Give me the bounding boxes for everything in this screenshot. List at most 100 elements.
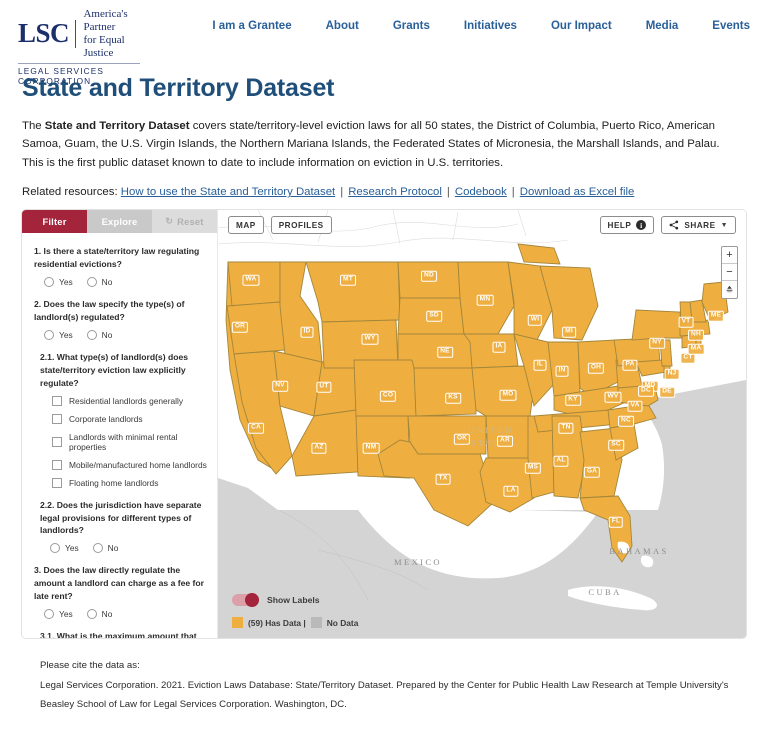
profiles-view-button[interactable]: PROFILES <box>270 216 332 235</box>
option-label: Yes <box>65 543 79 554</box>
question-1-yes[interactable]: Yes <box>44 277 73 288</box>
question-1-no[interactable]: No <box>86 277 113 288</box>
chevron-down-icon: ▼ <box>720 221 728 229</box>
nav-item-our-impact[interactable]: Our Impact <box>550 20 612 32</box>
lsc-logo[interactable]: LSC America's Partner for Equal Justice … <box>18 8 141 86</box>
nav-item-events[interactable]: Events <box>712 20 750 32</box>
citation-block: Please cite the data as: Legal Services … <box>0 638 768 714</box>
question-1-options: Yes No <box>34 277 207 288</box>
question-2-no[interactable]: No <box>86 329 113 340</box>
nav-item-media[interactable]: Media <box>645 20 679 32</box>
checkbox-icon[interactable] <box>52 436 62 447</box>
question-2-1-text: 2.1. What type(s) of landlord(s) does st… <box>40 351 189 388</box>
zoom-in-button[interactable]: + <box>722 247 737 265</box>
map-area[interactable]: UNITED STATES MEXICO BAHAMAS CUBA WA OR ID… <box>218 210 746 639</box>
share-button[interactable]: SHARE ▼ <box>661 216 736 235</box>
question-2-2-text: 2.2. Does the jurisdiction have separate… <box>40 499 202 536</box>
nav-item-initiatives[interactable]: Initiatives <box>463 20 517 32</box>
intro-paragraph: The State and Territory Dataset covers s… <box>0 103 768 172</box>
question-2: 2. Does the law specify the type(s) of l… <box>34 298 207 340</box>
radio-icon[interactable] <box>50 543 60 554</box>
question-2-yes[interactable]: Yes <box>44 329 73 340</box>
help-button[interactable]: HELP i <box>599 216 655 235</box>
map-view-button[interactable]: MAP <box>228 216 264 235</box>
map-canvas[interactable] <box>218 210 746 639</box>
sep-3: | <box>511 186 515 199</box>
sep-1: | <box>340 186 344 199</box>
tab-reset[interactable]: ↻ Reset <box>152 210 217 234</box>
radio-icon[interactable] <box>86 329 97 340</box>
option-label: Yes <box>59 608 73 619</box>
checkbox-floating-home-landlords[interactable]: Floating home landlords <box>40 477 207 488</box>
question-2-2-no[interactable]: No <box>92 543 119 554</box>
option-label: No <box>101 277 113 288</box>
help-label: HELP <box>607 220 632 230</box>
radio-icon[interactable] <box>44 277 54 288</box>
radio-icon[interactable] <box>92 543 103 554</box>
checkbox-mobile-home-landlords[interactable]: Mobile/manufactured home landlords <box>40 459 207 470</box>
checkbox-residential-landlords[interactable]: Residential landlords generally <box>40 395 207 406</box>
question-3-yes[interactable]: Yes <box>44 608 73 619</box>
checkbox-corporate-landlords[interactable]: Corporate landlords <box>40 413 207 424</box>
intro-bold: State and Territory Dataset <box>44 120 190 132</box>
link-codebook[interactable]: Codebook <box>454 186 507 199</box>
radio-icon[interactable] <box>44 329 54 340</box>
share-label: SHARE <box>684 220 716 230</box>
option-label: No <box>107 543 119 554</box>
legend-no-data-label: No Data <box>326 617 359 628</box>
sep-2: | <box>446 186 450 199</box>
filter-tabbar: Filter Explore ↻ Reset <box>22 210 217 234</box>
question-2-2-yes[interactable]: Yes <box>50 543 79 554</box>
checkbox-minimal-rental-properties[interactable]: Landlords with minimal rental properties <box>40 432 207 452</box>
question-3-options: Yes No <box>34 608 207 619</box>
logo-tagline: America's Partner for Equal Justice <box>83 8 140 60</box>
home-extent-button[interactable] <box>722 281 737 298</box>
checkbox-icon[interactable] <box>52 413 62 424</box>
nav-item-about[interactable]: About <box>325 20 359 32</box>
link-research-protocol[interactable]: Research Protocol <box>348 186 442 199</box>
checkbox-icon[interactable] <box>52 459 62 470</box>
radio-icon[interactable] <box>44 608 54 619</box>
checkbox-label: Mobile/manufactured home landlords <box>69 459 207 470</box>
zoom-controls: + − <box>721 246 738 300</box>
map-view-label: MAP <box>236 220 256 230</box>
checkbox-icon[interactable] <box>52 477 62 488</box>
logo-divider <box>75 19 77 48</box>
related-label: Related resources: <box>22 186 118 199</box>
share-icon <box>670 220 679 230</box>
logo-subtitle: LEGAL SERVICES CORPORATION <box>18 65 104 86</box>
zoom-out-button[interactable]: − <box>722 264 737 282</box>
question-3: 3. Does the law directly regulate the am… <box>34 564 207 619</box>
profiles-view-label: PROFILES <box>278 220 324 230</box>
citation-intro: Please cite the data as: <box>40 660 140 672</box>
question-1: 1. Is there a state/territory law regula… <box>34 245 207 288</box>
tab-filter[interactable]: Filter <box>22 210 87 234</box>
info-icon: i <box>636 220 647 231</box>
toggle-knob <box>245 593 259 608</box>
link-how-to-use[interactable]: How to use the State and Territory Datas… <box>120 186 336 199</box>
map-svg <box>218 210 746 639</box>
map-legend: Show Labels (59) Has Data | No Data <box>232 593 359 629</box>
related-resources: Related resources: How to use the State … <box>0 172 768 198</box>
tab-reset-label: Reset <box>177 216 204 228</box>
checkbox-icon[interactable] <box>52 395 62 406</box>
link-download-excel[interactable]: Download as Excel file <box>519 186 635 199</box>
tab-explore[interactable]: Explore <box>87 210 152 234</box>
option-label: No <box>101 608 113 619</box>
option-label: No <box>101 329 113 340</box>
question-2-options: Yes No <box>34 329 207 340</box>
question-3-no[interactable]: No <box>86 608 113 619</box>
radio-icon[interactable] <box>86 277 97 288</box>
show-labels-row: Show Labels <box>232 593 358 608</box>
show-labels-toggle[interactable] <box>232 593 259 608</box>
question-1-text: 1. Is there a state/territory law regula… <box>34 246 200 270</box>
nav-item-grantee[interactable]: I am a Grantee <box>212 20 292 32</box>
logo-tagline-line2: for Equal Justice <box>83 33 125 59</box>
question-2-text: 2. Does the law specify the type(s) of l… <box>34 299 185 323</box>
legend-has-data-swatch <box>232 617 243 629</box>
nav-item-grants[interactable]: Grants <box>392 20 430 32</box>
intro-pre: The <box>22 120 45 132</box>
radio-icon[interactable] <box>86 608 97 619</box>
citation-text: Legal Services Corporation. 2021. Evicti… <box>40 679 729 710</box>
filter-questions: 1. Is there a state/territory law regula… <box>22 233 217 638</box>
